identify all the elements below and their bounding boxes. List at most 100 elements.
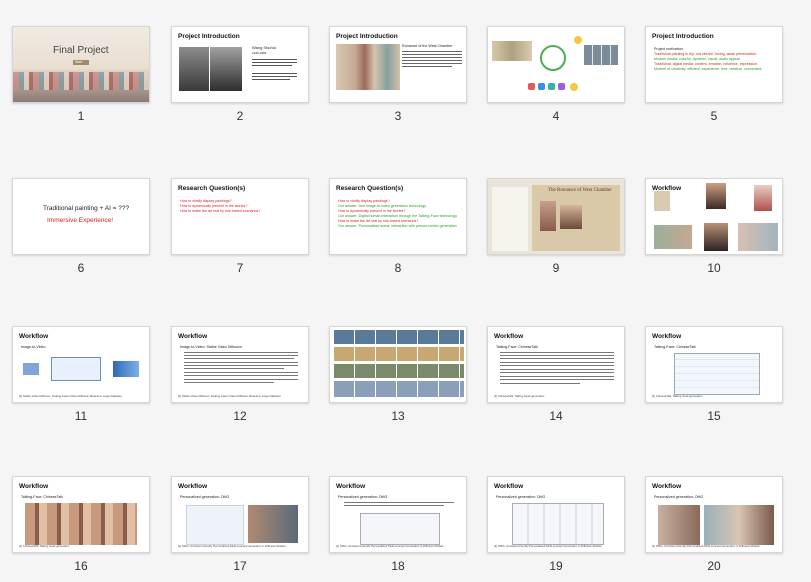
bullet-1: How to vividly display paintings? (338, 199, 390, 203)
bullet-1: Personalized generation: OMG (654, 495, 704, 499)
slide-title: Research Question(s) (336, 185, 404, 192)
portrait-photo-2 (210, 47, 242, 91)
slide-thumbnail-3[interactable]: Project Introduction Romance of the West… (329, 26, 467, 103)
diagram-box (113, 361, 139, 377)
slide-thumbnail-4[interactable] (487, 26, 625, 103)
slide-number: 7 (236, 261, 244, 275)
slide-thumbnail-1[interactable]: Final Project Start (12, 26, 150, 103)
bullet-2: Traditional painting is dry: not vibrant… (654, 52, 757, 56)
text-line (500, 372, 614, 373)
slide-title: Workflow (336, 483, 366, 490)
footnote: [1] ChineseTalk: Talking head generation (19, 544, 70, 548)
slide-thumbnail-19[interactable]: Workflow Personalized generation: OMG [1… (487, 476, 625, 553)
bullet-3: Modern media: colorful, dynamic, visual,… (654, 57, 741, 61)
slide-line-1: Traditional painting + AI = ??? (43, 205, 130, 212)
video-frames-row-4 (334, 381, 464, 397)
scene-image (654, 225, 692, 249)
video-thumbnails (584, 45, 618, 65)
slide-number: 18 (391, 559, 405, 573)
slide-number: 17 (233, 559, 247, 573)
footnote: [1] OMG: Occlusion-friendly Personalized… (178, 544, 286, 548)
app-icon (558, 83, 565, 90)
slide-number: 8 (394, 261, 402, 275)
architecture-diagram (512, 503, 604, 545)
portrait-photo (560, 205, 582, 229)
diagram-box (23, 363, 39, 375)
result-image (248, 505, 298, 543)
slide-thumbnail-2[interactable]: Project Introduction Wang Shuhui 1939-19… (171, 26, 309, 103)
slide-thumbnail-5[interactable]: Project Introduction Project motivation:… (645, 26, 783, 103)
text-line (500, 362, 614, 363)
text-line (500, 365, 614, 366)
slide-title: Workflow (19, 333, 49, 340)
text-line (500, 376, 614, 377)
text-line (184, 365, 298, 366)
slide-thumbnail-20[interactable]: Workflow Personalized generation: OMG [1… (645, 476, 783, 553)
bullet-1: Image-to-Video: Stable Video Diffusion (180, 345, 242, 349)
text-line (500, 369, 614, 370)
slide-title: Workflow (178, 483, 208, 490)
text-line (252, 62, 297, 63)
footnote: [1] ChineseTalk: Talking head generation (494, 394, 545, 398)
text-line (184, 368, 284, 369)
footnote: [1] OMG: Occlusion-friendly Personalized… (652, 544, 760, 548)
text-line (184, 358, 294, 359)
text-line (402, 63, 462, 64)
bullet-4: Our answer: Digital human interaction th… (338, 214, 457, 218)
text-line (184, 362, 298, 363)
slide-title: Project Introduction (652, 33, 714, 40)
text-line (252, 73, 297, 74)
bullet-1: Image-to-Video (21, 345, 46, 349)
slide-thumbnail-14[interactable]: Workflow Talking-Face: ChineseTalk [1] C… (487, 326, 625, 403)
slide-subtitle: Romance of the West Chamber (402, 44, 453, 48)
text-line (500, 358, 614, 359)
slide-title: Workflow (19, 483, 49, 490)
painting-image (540, 201, 556, 231)
slide-thumbnail-10[interactable]: Workflow (645, 178, 783, 255)
slide-number: 6 (77, 261, 85, 275)
text-line (402, 57, 462, 58)
footnote: [1] OMG: Occlusion-friendly Personalized… (494, 544, 602, 548)
slide-number: 12 (233, 409, 247, 423)
slide-number: 9 (552, 261, 560, 275)
slide-title: Workflow (494, 483, 524, 490)
slide-thumbnail-13[interactable] (329, 326, 467, 403)
portrait-photo (706, 183, 726, 209)
text-line (402, 66, 452, 67)
slide-thumbnail-7[interactable]: Research Question(s) How to vividly disp… (171, 178, 309, 255)
web-sidebar (492, 187, 528, 251)
slide-thumbnail-16[interactable]: Workflow Talking-Face: ChineseTalk [1] C… (12, 476, 150, 553)
portrait-photo (754, 185, 772, 211)
slide-thumbnail-8[interactable]: Research Question(s) How to vividly disp… (329, 178, 467, 255)
slide-thumbnail-11[interactable]: Workflow Image-to-Video [1] Stable Video… (12, 326, 150, 403)
bullet-3: How to dynamically present in the storie… (338, 209, 406, 213)
footnote: [1] ChineseTalk: Talking head generation (652, 394, 703, 398)
slide-thumbnail-9[interactable]: The Romance of West Chamber (487, 178, 625, 255)
slide-number: 5 (710, 109, 718, 123)
painting-image (654, 191, 670, 211)
bullet-2: How to dynamically present in the storie… (180, 204, 248, 208)
text-line (402, 54, 462, 55)
slide-title: Project Introduction (178, 33, 240, 40)
slide-thumbnail-6[interactable]: Traditional painting + AI = ??? Immersiv… (12, 178, 150, 255)
text-line (184, 372, 298, 373)
text-line (184, 375, 298, 376)
slide-thumbnail-17[interactable]: Workflow Personalized generation: OMG [1… (171, 476, 309, 553)
start-button (73, 60, 89, 65)
scene-image (738, 223, 778, 251)
bullet-1: Project motivation: (654, 47, 684, 51)
video-frames-row-2 (334, 347, 464, 361)
slide-thumbnail-18[interactable]: Workflow Personalized generation: OMG [1… (329, 476, 467, 553)
slide-title: Project Introduction (336, 33, 398, 40)
bullet-3: How to make the art real by role-based s… (180, 209, 261, 213)
text-line (184, 382, 274, 383)
slide-title: Workflow (652, 483, 682, 490)
bullet-5: Modern of creativity: efficient, experie… (654, 67, 763, 71)
slide-number: 19 (549, 559, 563, 573)
slide-thumbnail-12[interactable]: Workflow Image-to-Video: Stable Video Di… (171, 326, 309, 403)
bullet-4: Traditional, digital media: content, emo… (654, 62, 759, 66)
slide-thumbnail-15[interactable]: Workflow Talking-Face: ChineseTalk [1] C… (645, 326, 783, 403)
scene-image (658, 505, 700, 545)
portrait-photo (704, 223, 728, 251)
figure-strip (13, 72, 149, 90)
